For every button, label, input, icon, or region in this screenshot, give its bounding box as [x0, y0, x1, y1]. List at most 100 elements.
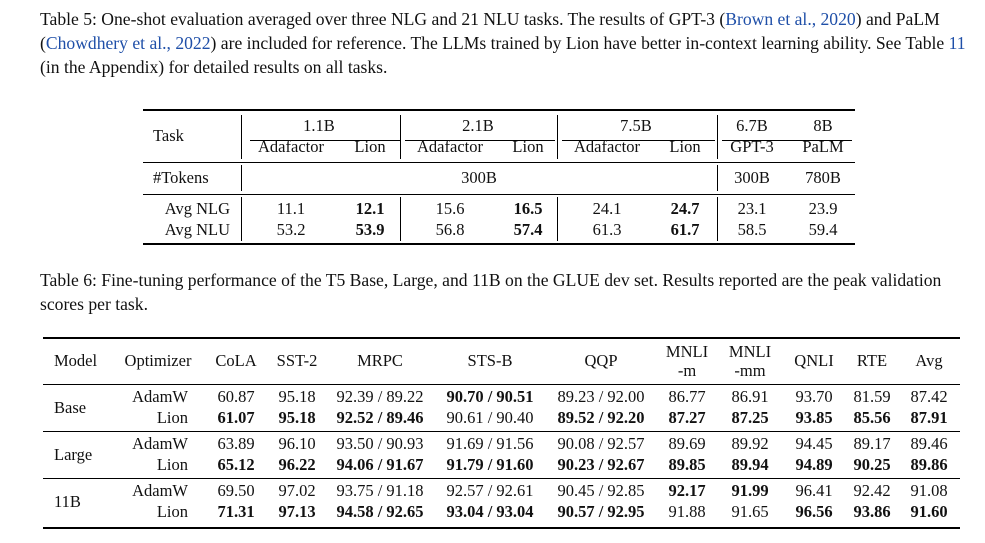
table-cell: 81.59	[853, 387, 891, 406]
table-cell: 90.70 / 90.51	[446, 387, 534, 406]
column-header: Model	[54, 351, 98, 370]
bottom-rule	[43, 527, 960, 529]
caption-text: ) are included for reference. The LLMs t…	[210, 33, 949, 53]
column-header: SST-2	[276, 351, 318, 370]
row-label: Lion	[156, 502, 188, 521]
table-cell: 94.89	[795, 455, 833, 474]
column-header: 8B	[813, 116, 833, 135]
table-cell: 91.65	[731, 502, 769, 521]
vertical-rule	[241, 165, 242, 191]
table-cell: 23.1	[737, 199, 767, 218]
row-label: AdamW	[132, 387, 188, 406]
mid-rule	[143, 162, 855, 163]
table-cell: 91.69 / 91.56	[446, 434, 534, 453]
column-header: Lion	[354, 137, 386, 156]
caption-text: (in the Appendix) for detailed results o…	[40, 57, 388, 77]
row-label: 11B	[54, 492, 81, 511]
table-cell: 87.27	[668, 408, 706, 427]
table-cell: 93.70	[795, 387, 833, 406]
row-label: Avg NLU	[164, 220, 230, 239]
table-cell: 12.1	[355, 199, 385, 218]
table-cell: 89.92	[731, 434, 769, 453]
table-cell: 63.89	[217, 434, 255, 453]
citation-link[interactable]: Brown et al., 2020	[725, 9, 856, 29]
vertical-rule	[400, 197, 401, 241]
table-cell: 92.57 / 92.61	[446, 481, 534, 500]
table-cell: 92.39 / 89.22	[336, 387, 424, 406]
table-cell: 56.8	[435, 220, 465, 239]
column-header: MNLI	[665, 342, 709, 361]
table-cell: 89.69	[668, 434, 706, 453]
table-cell: 87.25	[731, 408, 769, 427]
table-ref-link[interactable]: 11	[948, 33, 966, 53]
table-cell: 94.06 / 91.67	[336, 455, 424, 474]
table-cell: 95.18	[278, 408, 316, 427]
table-cell: 90.23 / 92.67	[557, 455, 645, 474]
group-rule	[562, 140, 715, 141]
table-cell: 89.17	[853, 434, 891, 453]
table-cell: 91.60	[910, 502, 948, 521]
table-cell: 96.56	[795, 502, 833, 521]
table6-caption: Table 6: Fine-tuning performance of the …	[40, 270, 942, 314]
row-label: AdamW	[132, 481, 188, 500]
table-cell: 96.22	[278, 455, 316, 474]
table-cell: 780B	[805, 168, 841, 187]
table-cell: 61.7	[670, 220, 700, 239]
table5-caption: Table 5: One-shot evaluation averaged ov…	[40, 7, 970, 79]
table-cell: 15.6	[435, 199, 465, 218]
citation-link[interactable]: Chowdhery et al., 2022	[45, 33, 211, 53]
row-label: Lion	[156, 408, 188, 427]
bottom-rule	[143, 243, 855, 245]
table-cell: 93.50 / 90.93	[336, 434, 424, 453]
table-cell: 61.07	[217, 408, 255, 427]
vertical-rule	[717, 165, 718, 191]
vertical-rule	[717, 115, 718, 159]
table-cell: 94.58 / 92.65	[336, 502, 424, 521]
top-rule	[43, 337, 960, 339]
group-rule	[250, 140, 400, 141]
column-header: PaLM	[802, 137, 844, 156]
table-cell: 89.46	[910, 434, 948, 453]
table-cell: 92.17	[668, 481, 706, 500]
top-rule	[143, 109, 855, 111]
table-cell: 59.4	[808, 220, 838, 239]
column-header: 1.1B	[303, 116, 335, 135]
table-cell: 92.42	[853, 481, 891, 500]
table-cell: 91.79 / 91.60	[446, 455, 534, 474]
table-cell: 93.04 / 93.04	[446, 502, 534, 521]
column-header: QNLI	[794, 351, 834, 370]
table-cell: 95.18	[278, 387, 316, 406]
table-cell: 87.91	[910, 408, 948, 427]
table-cell: 97.02	[278, 481, 316, 500]
table-cell: 89.85	[668, 455, 706, 474]
table-cell: 57.4	[513, 220, 543, 239]
table-cell: 94.45	[795, 434, 833, 453]
column-header: Adafactor	[574, 137, 640, 156]
table-cell: 71.31	[217, 502, 255, 521]
vertical-rule	[241, 197, 242, 241]
column-header: MNLI	[728, 342, 772, 361]
table-cell: 86.91	[731, 387, 769, 406]
column-header: 7.5B	[620, 116, 652, 135]
mid-rule	[43, 431, 960, 432]
column-header: GPT-3	[730, 137, 774, 156]
row-label: Avg NLG	[164, 199, 230, 218]
column-header: Adafactor	[417, 137, 483, 156]
table-cell: 58.5	[737, 220, 767, 239]
table-cell: 53.9	[355, 220, 385, 239]
table-cell: 89.94	[731, 455, 769, 474]
table-cell: 92.52 / 89.46	[336, 408, 424, 427]
table-cell: 97.13	[278, 502, 316, 521]
column-header: MRPC	[357, 351, 403, 370]
table-cell: 90.25	[853, 455, 891, 474]
table-cell: 90.08 / 92.57	[557, 434, 645, 453]
table-cell: 91.88	[668, 502, 706, 521]
group-rule	[405, 140, 555, 141]
group-rule	[722, 140, 852, 141]
mid-rule	[43, 384, 960, 385]
table-cell: 86.77	[668, 387, 706, 406]
table-cell: 87.42	[910, 387, 948, 406]
table-cell: 69.50	[217, 481, 255, 500]
caption-text: ) and PaLM (	[40, 9, 940, 53]
column-header: Task	[153, 126, 184, 145]
